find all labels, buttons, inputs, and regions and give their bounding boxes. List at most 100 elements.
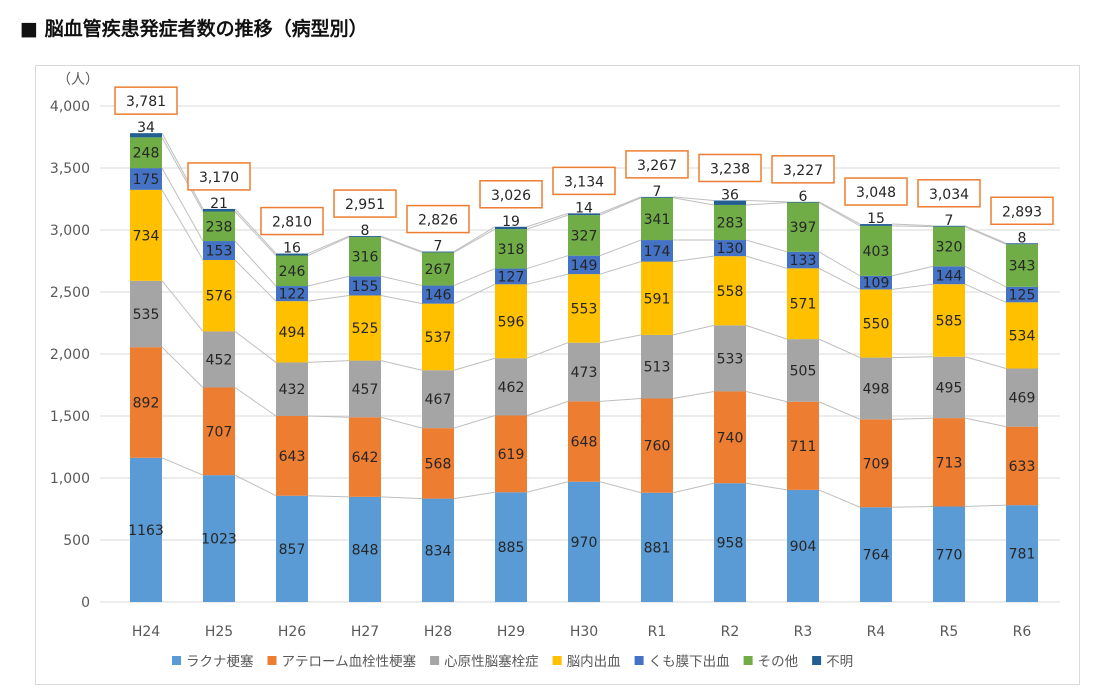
data-label: 537 <box>425 330 452 346</box>
y-tick-label: 3,000 <box>50 223 90 239</box>
data-label: 513 <box>644 360 671 376</box>
series-connector-line <box>964 225 1007 244</box>
legend-label: くも膜下出血 <box>649 654 730 670</box>
data-label: 958 <box>717 536 744 552</box>
data-label: 970 <box>571 535 598 551</box>
bar-segment <box>1006 243 1038 245</box>
bar-segment <box>641 492 673 602</box>
bar-segment <box>714 391 746 484</box>
bar-segment <box>1006 426 1038 506</box>
series-connector-line <box>672 196 715 201</box>
series-connector-line <box>161 457 204 476</box>
total-label: 2,826 <box>418 213 458 229</box>
series-connector-line <box>745 482 788 491</box>
series-connector-line <box>526 400 569 416</box>
x-tick-label: H26 <box>278 624 306 640</box>
bar-segment <box>130 280 162 348</box>
data-label: 246 <box>279 264 306 280</box>
bar-segment <box>860 275 892 290</box>
bar-segment <box>714 325 746 392</box>
bar-segment <box>933 356 965 419</box>
series-connector-line <box>745 390 788 403</box>
data-label: 341 <box>644 212 671 228</box>
bar-segment <box>276 255 308 287</box>
data-label: 283 <box>717 215 744 231</box>
bar-segment <box>495 284 527 359</box>
data-label: 619 <box>498 447 525 463</box>
total-label: 3,267 <box>637 158 677 174</box>
total-label: 2,951 <box>345 197 385 213</box>
series-connector-line <box>745 324 788 340</box>
bar-segment <box>568 342 600 402</box>
legend-swatch <box>552 656 562 665</box>
bar-segment <box>860 225 892 276</box>
total-box <box>771 155 835 184</box>
total-box <box>406 204 470 234</box>
bar-segment <box>641 398 673 493</box>
series-connector-line <box>453 228 496 253</box>
data-label: 133 <box>790 253 817 269</box>
bar-segment <box>203 211 235 242</box>
legend-label: ラクナ梗塞 <box>186 653 254 670</box>
total-box <box>625 150 689 179</box>
series-connector-line <box>161 189 204 261</box>
data-label: 740 <box>717 430 744 446</box>
series-connector-line <box>891 283 934 290</box>
data-label: 591 <box>644 291 671 307</box>
series-connector-line <box>161 346 204 388</box>
legend-label: アテローム血栓性梗塞 <box>282 653 417 670</box>
x-tick-label: R1 <box>648 624 667 640</box>
total-box <box>260 206 324 236</box>
series-connector-line <box>161 132 204 210</box>
chart-frame <box>35 65 1080 685</box>
data-label: 8 <box>361 223 370 239</box>
data-label: 155 <box>352 279 379 295</box>
bar-segment <box>495 229 527 269</box>
data-label: 125 <box>1009 288 1036 304</box>
data-label: 14 <box>575 200 593 216</box>
data-label: 7 <box>653 184 662 200</box>
series-connector-line <box>964 265 1007 288</box>
data-label: 534 <box>1009 328 1036 344</box>
total-label: 3,227 <box>783 163 823 179</box>
data-label: 553 <box>571 301 598 317</box>
series-connector-line <box>380 360 423 371</box>
bar-segment <box>349 237 381 277</box>
legend-swatch <box>172 656 181 665</box>
series-connector-line <box>964 226 1007 245</box>
data-label: 248 <box>133 146 160 162</box>
series-connector-line <box>526 212 569 228</box>
data-label: 904 <box>790 539 817 555</box>
bar-segment <box>860 357 892 420</box>
data-label: 533 <box>717 351 744 367</box>
bar-segment <box>130 168 162 190</box>
series-connector-line <box>234 208 277 254</box>
x-tick-label: H25 <box>205 624 233 640</box>
data-label: 7 <box>434 239 443 255</box>
series-connector-line <box>234 331 277 363</box>
total-label: 3,238 <box>710 161 750 177</box>
x-tick-label: H29 <box>497 624 525 640</box>
bar-segment <box>860 224 892 226</box>
data-label: 734 <box>133 228 160 244</box>
y-tick-label: 1,500 <box>50 409 90 425</box>
data-label: 764 <box>863 548 890 564</box>
bar-segment <box>933 225 965 227</box>
bar-segment <box>422 498 454 602</box>
y-unit-label: （人） <box>57 72 99 88</box>
series-connector-line <box>818 489 861 508</box>
y-tick-label: 0 <box>81 595 90 611</box>
bar-segment <box>641 261 673 335</box>
series-connector-line <box>307 495 350 498</box>
bar-segment <box>130 457 162 602</box>
series-connector-line <box>161 137 204 212</box>
x-tick-label: H28 <box>424 624 452 640</box>
bar-segment <box>787 268 819 340</box>
series-connector-line <box>964 283 1007 303</box>
series-connector-line <box>234 211 277 256</box>
bar-segment <box>422 303 454 371</box>
series-connector-line <box>161 280 204 332</box>
series-connector-line <box>380 416 423 429</box>
data-label: 707 <box>206 424 233 440</box>
series-connector-line <box>745 255 788 269</box>
